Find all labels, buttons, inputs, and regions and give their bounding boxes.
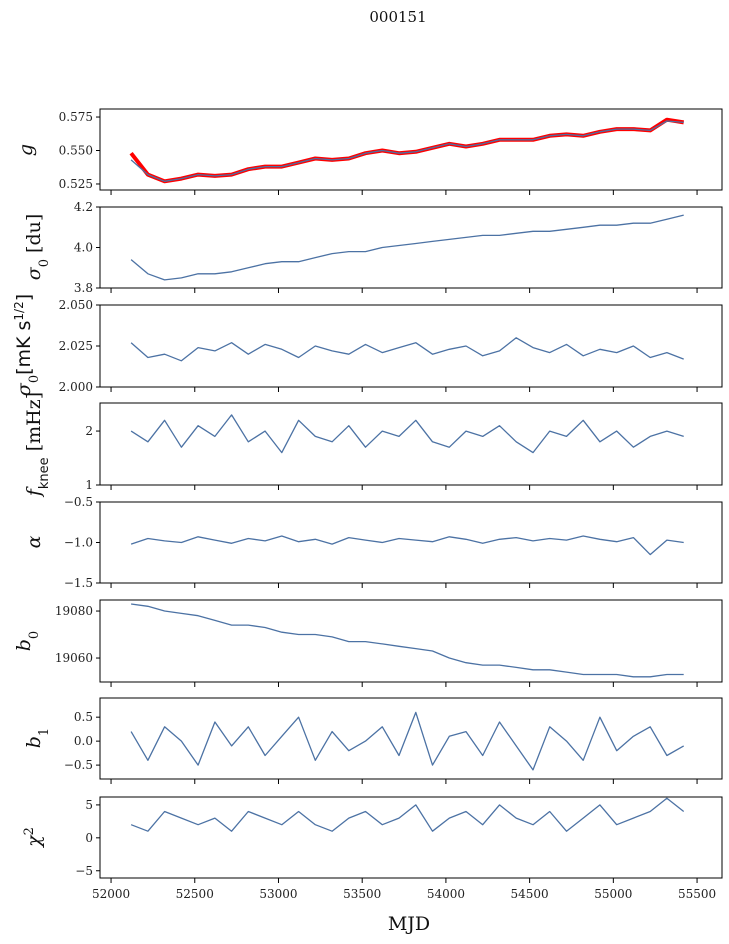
x-tick-label: 53500 [343, 887, 381, 901]
y-tick-label: 1 [85, 478, 93, 492]
axes-frame [99, 206, 723, 289]
panel-g: 0.525 0.550 0.575 g [15, 108, 723, 195]
y-tick-label: 2.050 [59, 298, 93, 312]
y-tick-label: 19060 [55, 651, 93, 665]
y-axis-label-sigma0-mk: σ0[mK s1/2] [12, 294, 42, 396]
series-fit-line [129, 117, 685, 184]
y-label-part: χ [23, 834, 45, 849]
y-axis-label-fknee: fknee [mHz] [23, 392, 52, 498]
series-data-line [131, 603, 684, 678]
panel-b0: 19060 19080 b0 [13, 599, 723, 687]
y-label-part: b [13, 639, 35, 651]
x-tick-label: 54000 [427, 887, 465, 901]
y-tick-label: 3.8 [74, 281, 93, 295]
y-tick-label: −5 [75, 864, 93, 878]
y-label-part: 1 [37, 728, 52, 736]
y-tick-label: −0.5 [64, 495, 93, 509]
y-label-part: g [15, 144, 37, 156]
series-data-line [130, 120, 684, 182]
y-label-part: α [23, 535, 45, 548]
axes-frame [99, 108, 723, 191]
panel-b1: −0.5 0.0 0.5 b1 [23, 697, 723, 784]
x-axis-label: MJD [388, 913, 430, 935]
y-label-part: 2 [22, 827, 37, 835]
panel-alpha: −1.5 −1.0 −0.5 α [23, 495, 723, 590]
y-label-part: b [23, 736, 45, 748]
y-tick-label: 2.025 [59, 339, 93, 353]
y-axis-label-b1: b1 [23, 728, 52, 748]
y-axis-label-alpha: α [23, 535, 45, 548]
y-tick-label: 0.5 [74, 710, 93, 724]
axes-frame [99, 501, 723, 584]
series-data-line [130, 214, 684, 281]
y-tick-label: 0.0 [74, 734, 93, 748]
x-tick-label: 52000 [92, 887, 130, 901]
y-tick-label: 19080 [55, 604, 93, 618]
y-label-part: [mHz] [23, 392, 45, 457]
y-tick-label: 0.550 [59, 144, 93, 158]
panel-sigma0-du: 3.8 4.0 4.2 σ0 [du] [23, 200, 723, 295]
y-tick-label: 0.525 [59, 177, 93, 191]
y-tick-label: 0.575 [59, 110, 93, 124]
y-label-part: 1/2 [12, 301, 26, 320]
y-label-part: ] [13, 294, 35, 301]
axes-frame [99, 402, 723, 486]
y-axis-label-sigma0-du: σ0 [du] [23, 214, 52, 281]
y-tick-label: 0 [85, 831, 93, 845]
y-axis-label-chi2: χ2 [22, 827, 46, 849]
panel-sigma0-mk: 2.000 2.025 2.050 σ0[mK s1/2] [12, 294, 723, 396]
y-label-part: 0 [27, 631, 42, 639]
y-tick-label: −0.5 [64, 758, 93, 772]
figure-title: 000151 [369, 8, 426, 26]
y-tick-label: 2 [85, 424, 93, 438]
y-tick-label: 2.000 [59, 380, 93, 394]
series-data-line [130, 797, 685, 832]
series-data-line [130, 337, 684, 362]
y-tick-label: −1.0 [64, 536, 93, 550]
y-tick-label: 4.0 [74, 241, 93, 255]
x-tick-label: 53000 [259, 887, 297, 901]
x-tick-label: 52500 [176, 887, 214, 901]
y-tick-label: 4.2 [74, 200, 93, 214]
axes-frame [99, 304, 723, 388]
axes-frame [99, 599, 723, 683]
panel-fknee: 1 2 fknee [mHz] [23, 392, 723, 498]
y-label-part: 0 [27, 375, 42, 383]
y-label-part: [mK s [13, 321, 35, 375]
panel-chi2: −5 0 5 52000 52500 53000 53500 54000 54500 55000 5… [22, 796, 723, 901]
series-data-line [130, 711, 685, 771]
y-label-part: knee [37, 457, 52, 489]
x-tick-label: 55000 [594, 887, 632, 901]
series-data-line [130, 535, 684, 556]
y-label-part: σ [13, 382, 35, 396]
y-axis-label-b0: b0 [13, 631, 42, 651]
y-label-part: σ [23, 266, 45, 280]
series-data-line [130, 414, 684, 454]
y-axis-label-g: g [15, 144, 37, 156]
y-label-part: 0 [37, 259, 52, 267]
y-label-part: f [23, 486, 45, 498]
y-tick-label: −1.5 [64, 576, 93, 590]
y-label-part: [du] [23, 214, 45, 259]
x-tick-label: 55500 [678, 887, 716, 901]
y-tick-label: 5 [85, 798, 93, 812]
axes-frame [99, 697, 723, 780]
x-tick-label: 54500 [511, 887, 549, 901]
